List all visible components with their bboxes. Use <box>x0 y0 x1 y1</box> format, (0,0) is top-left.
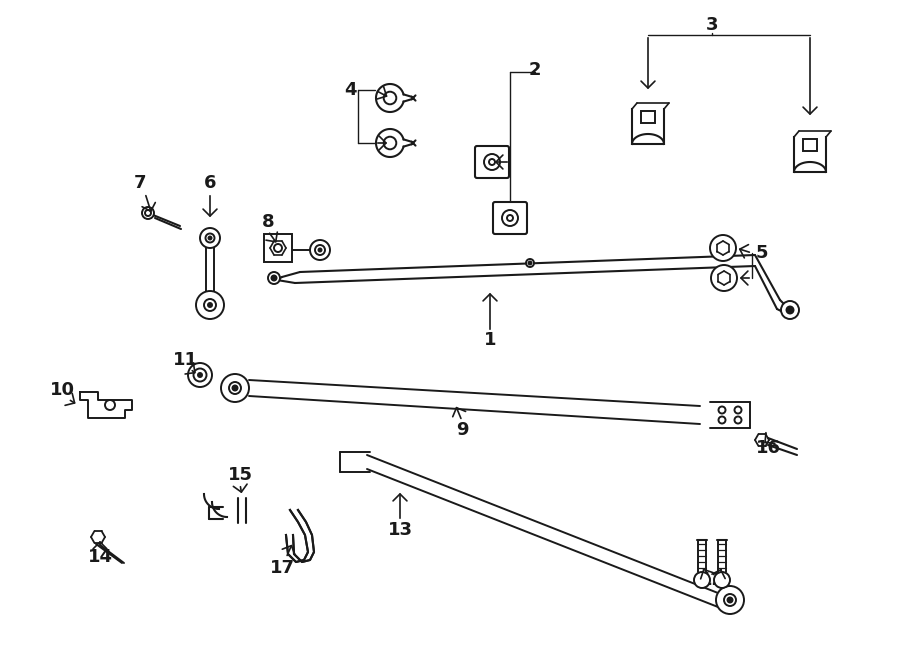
Circle shape <box>105 400 115 410</box>
FancyBboxPatch shape <box>803 139 817 151</box>
Circle shape <box>272 276 276 280</box>
Circle shape <box>221 374 249 402</box>
Circle shape <box>209 237 212 239</box>
Circle shape <box>198 373 202 377</box>
Circle shape <box>229 382 241 394</box>
Circle shape <box>489 159 495 165</box>
Circle shape <box>711 265 737 291</box>
Circle shape <box>208 303 212 307</box>
FancyBboxPatch shape <box>475 146 509 178</box>
FancyBboxPatch shape <box>641 111 655 123</box>
Text: 15: 15 <box>228 466 253 484</box>
Text: 17: 17 <box>269 559 294 577</box>
Circle shape <box>694 572 710 588</box>
Text: 4: 4 <box>344 81 356 99</box>
Text: 1: 1 <box>484 331 496 349</box>
Circle shape <box>268 272 280 284</box>
Circle shape <box>194 368 206 381</box>
Circle shape <box>145 210 151 216</box>
Circle shape <box>142 207 154 219</box>
Circle shape <box>526 259 534 267</box>
Circle shape <box>232 385 238 391</box>
Text: 14: 14 <box>87 548 112 566</box>
Circle shape <box>315 245 325 255</box>
Circle shape <box>383 137 396 149</box>
Text: 12: 12 <box>699 571 725 589</box>
Circle shape <box>507 215 513 221</box>
FancyBboxPatch shape <box>493 202 527 234</box>
Polygon shape <box>286 510 314 562</box>
Circle shape <box>727 598 733 602</box>
Circle shape <box>734 416 742 424</box>
Circle shape <box>310 240 330 260</box>
Text: 2: 2 <box>529 61 541 79</box>
Polygon shape <box>80 392 132 418</box>
Text: 11: 11 <box>173 351 197 369</box>
Circle shape <box>204 299 216 311</box>
Circle shape <box>484 154 500 170</box>
Circle shape <box>724 594 736 606</box>
Circle shape <box>200 228 220 248</box>
Circle shape <box>319 249 321 251</box>
Circle shape <box>781 301 799 319</box>
Circle shape <box>205 233 214 243</box>
Circle shape <box>734 407 742 414</box>
Circle shape <box>383 92 396 104</box>
Circle shape <box>718 407 725 414</box>
Text: 13: 13 <box>388 521 412 539</box>
Circle shape <box>188 363 212 387</box>
Text: 9: 9 <box>455 421 468 439</box>
Text: 7: 7 <box>134 174 146 192</box>
Circle shape <box>718 416 725 424</box>
Circle shape <box>787 307 794 313</box>
Text: 10: 10 <box>50 381 75 399</box>
Text: 5: 5 <box>756 244 769 262</box>
FancyBboxPatch shape <box>264 234 292 262</box>
Circle shape <box>502 210 518 226</box>
Circle shape <box>196 291 224 319</box>
Text: 6: 6 <box>203 174 216 192</box>
Text: 8: 8 <box>262 213 274 231</box>
Text: 16: 16 <box>755 439 780 457</box>
Circle shape <box>274 244 282 252</box>
Circle shape <box>710 235 736 261</box>
Circle shape <box>714 572 730 588</box>
Text: 3: 3 <box>706 16 718 34</box>
Circle shape <box>528 262 532 264</box>
Circle shape <box>716 586 744 614</box>
